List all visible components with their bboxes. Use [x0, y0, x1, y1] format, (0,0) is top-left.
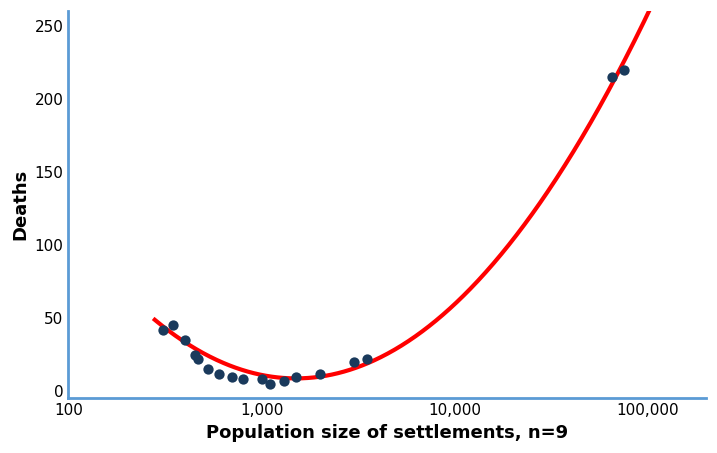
- Point: [237, 376, 249, 383]
- Point: [179, 337, 191, 344]
- Point: [314, 370, 326, 377]
- Point: [348, 358, 359, 366]
- Point: [202, 366, 214, 373]
- Point: [158, 326, 169, 333]
- Point: [361, 356, 372, 363]
- Point: [618, 66, 630, 73]
- X-axis label: Population size of settlements, n=9: Population size of settlements, n=9: [206, 424, 568, 442]
- Point: [277, 377, 289, 385]
- Point: [226, 373, 237, 380]
- Point: [192, 356, 204, 363]
- Point: [290, 373, 301, 380]
- Point: [213, 370, 224, 377]
- Point: [256, 376, 267, 383]
- Point: [168, 322, 179, 329]
- Point: [264, 380, 275, 387]
- Point: [606, 73, 617, 81]
- Y-axis label: Deaths: Deaths: [11, 169, 29, 241]
- Point: [189, 351, 200, 358]
